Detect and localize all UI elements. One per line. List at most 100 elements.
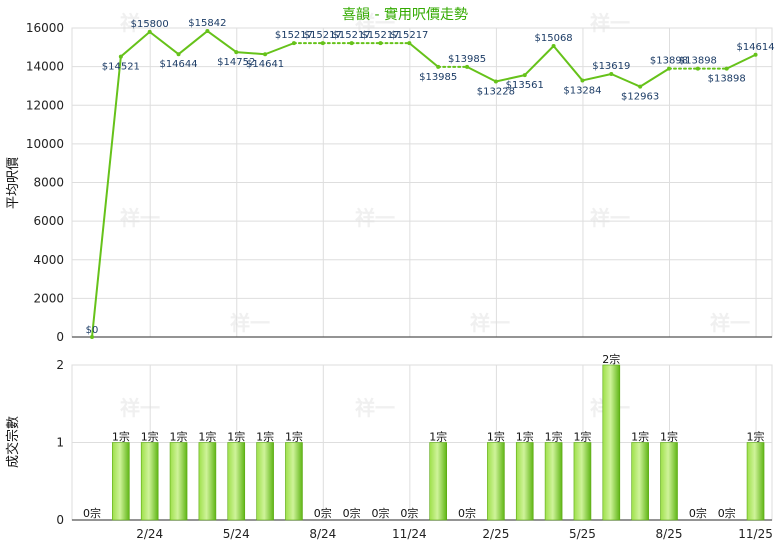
price-line-segment [235,51,267,56]
price-data-label: $14752 [217,57,255,68]
price-point [551,43,556,48]
volume-y-tick-label: 2 [56,358,64,372]
price-line-segment [264,42,295,56]
volume-y-ticks: 0 1 2 [56,358,64,527]
volume-bar-label: 1宗 [112,430,130,444]
volume-bar-label: 1宗 [516,430,534,444]
price-y-tick-label: 12000 [26,98,64,112]
price-data-label: $15068 [535,33,573,44]
price-line-segment [494,74,526,83]
price-point [147,29,152,34]
volume-bar [198,442,217,521]
volume-bar-label: 1宗 [170,430,188,444]
price-line-segment [725,53,757,70]
price-data-label: $13619 [592,61,630,72]
price-point [407,41,412,46]
watermark-text: 祥一 [120,206,160,230]
watermark-text: 祥一 [355,396,395,420]
volume-bar-label: 0宗 [689,506,707,520]
volume-bar [227,442,246,521]
price-line: $0 $14521 $15800 $14644 $15842 $14752$14641 $1… [86,18,775,339]
watermark-text: 祥一 [355,11,395,35]
price-point [320,41,325,46]
volume-bar-label: 1宗 [198,430,216,444]
volume-bar-label: 2宗 [602,352,620,366]
price-data-label: $13284 [563,85,601,96]
volume-bar-label: 0宗 [458,506,476,520]
volume-bar [602,364,621,521]
price-point [118,54,123,59]
price-y-tick-label: 2000 [33,291,64,305]
price-data-label: $15842 [188,18,226,29]
price-y-tick-label: 14000 [26,60,64,74]
price-point [436,64,441,69]
price-data-label: $13561 [506,80,544,91]
price-data-label: $14614 [736,42,774,53]
price-data-label: $15800 [131,19,169,30]
price-point [695,66,700,71]
price-data-label: $15217 [333,30,371,41]
price-point [90,335,94,339]
volume-bar [285,442,303,521]
watermark-text: 祥一 [120,11,160,35]
volume-bar [487,442,505,521]
volume-y-tick-label: 1 [56,436,64,450]
price-line-segment [610,72,642,88]
x-tick-label: 8/25 [656,527,683,541]
price-data-label: $13898 [650,56,688,67]
price-line-segment [206,30,238,54]
volume-bar-label: 1宗 [285,430,303,444]
x-tick-label: 8/24 [309,527,336,541]
watermark-text: 祥一 [590,11,630,35]
volume-bars: 0宗 1宗 1宗 1宗 1宗 1宗 1宗 1宗 0宗 0宗 0宗 0宗 1宗 0宗 1宗 1宗 1宗 1宗 2宗 1宗… [83,352,765,521]
price-data-label: $13898 [679,56,717,67]
price-line-segment [91,55,122,338]
volume-bar-label: 0宗 [372,506,390,520]
price-data-label: $13898 [708,74,746,85]
x-tick-label: 2/25 [482,527,509,541]
price-axis-label: 平均呎價 [6,157,21,209]
price-line-segment [466,65,497,83]
price-point [580,78,585,83]
price-y-tick-label: 16000 [26,21,64,35]
price-y-tick-label: 0 [56,330,64,344]
watermark-text: 祥一 [230,311,270,335]
volume-bar [631,442,649,521]
watermark-text: 祥一 [590,206,630,230]
price-data-label: $14644 [159,59,197,70]
price-y-tick-label: 6000 [33,214,64,228]
price-data-label: $15217 [275,30,313,41]
price-point [234,50,239,55]
watermark-text: 祥一 [470,311,510,335]
volume-bar [515,442,534,521]
price-data-label: $15217 [361,30,399,41]
chart-title: 喜韻 - 實用呎價走勢 [342,6,468,23]
price-line-segment [552,44,584,82]
price-point [638,84,643,89]
watermark-layer: 祥一祥一祥一祥一祥一祥一祥一祥一祥一祥一祥一祥一 [120,11,750,420]
price-point [205,29,210,34]
volume-bar [429,442,448,521]
price-line-segment [639,67,670,88]
volume-axis-label: 成交宗數 [5,416,21,468]
watermark-text: 祥一 [120,396,160,420]
price-grid [71,27,773,338]
price-data-label: $14521 [102,62,140,73]
price-point [349,41,354,46]
x-tick-label: 5/24 [223,527,250,541]
volume-bar-label: 1宗 [747,430,765,444]
price-point [263,52,268,57]
x-tick-label: 11/25 [738,527,773,541]
price-point [493,79,498,84]
price-line-segment [119,30,151,58]
volume-y-tick-label: 0 [56,513,64,527]
x-tick-label: 11/24 [392,527,427,541]
volume-bar [573,442,592,521]
volume-bar [660,442,678,521]
volume-bar [256,442,274,521]
x-tick-label: 2/24 [136,527,163,541]
price-data-label: $0 [86,325,99,336]
volume-bar [544,442,563,521]
price-y-ticks: 0 2000 4000 6000 8000 10000 12000 14000 16000 [26,21,64,344]
